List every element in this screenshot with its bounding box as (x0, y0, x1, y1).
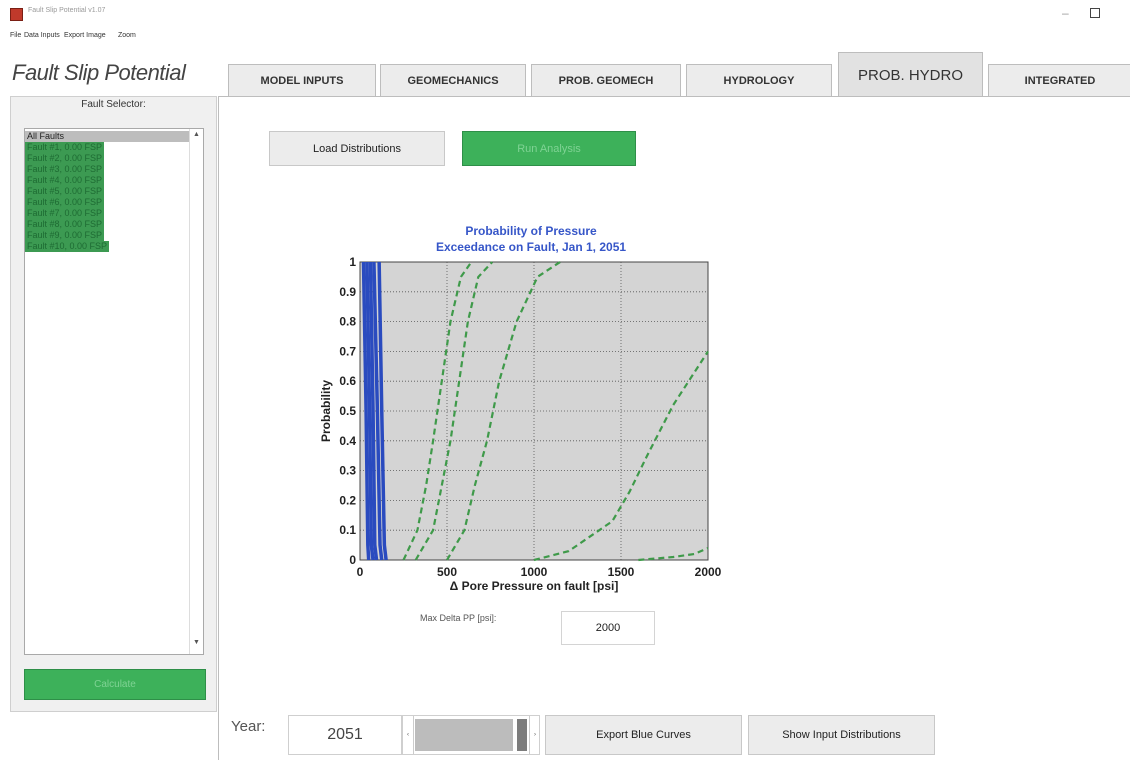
grid-lines (360, 262, 708, 560)
menu-zoom[interactable]: Zoom (118, 32, 136, 39)
blue-curve (365, 261, 375, 561)
y-tick-label: 1 (349, 255, 356, 269)
y-axis-label: Probability (319, 380, 333, 442)
fault-list[interactable]: All Faults Fault #1, 0.00 FSP Fault #2, … (24, 128, 204, 655)
blue-curve (361, 261, 371, 561)
y-tick-label: 0.8 (339, 315, 356, 329)
minimize-icon[interactable]: – (1062, 6, 1069, 20)
calculate-button[interactable]: Calculate (24, 669, 206, 700)
tab-prob-geomech[interactable]: PROB. GEOMECH (531, 64, 681, 98)
tab-geomechanics[interactable]: GEOMECHANICS (380, 64, 526, 98)
max-delta-pp-input[interactable]: 2000 (561, 611, 655, 645)
y-tick-label: 0.9 (339, 285, 356, 299)
fault-list-item[interactable]: Fault #4, 0.00 FSP (25, 175, 105, 186)
year-slider[interactable]: ‹ › (402, 715, 540, 755)
slider-left-arrow-icon[interactable]: ‹ (403, 716, 414, 754)
run-analysis-button[interactable]: Run Analysis (462, 131, 636, 166)
fault-list-item[interactable]: Fault #8, 0.00 FSP (25, 219, 105, 230)
x-tick-label: 1500 (608, 565, 635, 579)
fault-list-item[interactable]: Fault #3, 0.00 FSP (25, 164, 105, 175)
y-tick-label: 0.7 (339, 344, 356, 358)
y-tick-label: 0.2 (339, 493, 356, 507)
chart-title-line-2: Exceedance on Fault, Jan 1, 2051 (436, 240, 626, 254)
x-tick-label: 1000 (521, 565, 548, 579)
blue-curves (361, 261, 388, 561)
tab-integrated[interactable]: INTEGRATED (988, 64, 1130, 98)
y-tick-label: 0.5 (339, 404, 356, 418)
x-tick-label: 500 (437, 565, 457, 579)
chart-title-line-1: Probability of Pressure (465, 224, 597, 238)
fault-list-item[interactable]: All Faults (25, 131, 192, 142)
tab-model-inputs[interactable]: MODEL INPUTS (228, 64, 376, 98)
max-delta-pp-label: Max Delta PP [psi]: (420, 613, 497, 623)
scroll-down-icon[interactable]: ▼ (193, 639, 200, 646)
fault-selector-label: Fault Selector: (81, 99, 146, 110)
slider-right-arrow-icon[interactable]: › (529, 716, 540, 754)
fault-list-item[interactable]: Fault #5, 0.00 FSP (25, 186, 105, 197)
y-tick-label: 0.1 (339, 523, 356, 537)
menu-file[interactable]: File (10, 32, 22, 39)
menu-export-image[interactable]: Export Image (64, 32, 106, 39)
fault-list-item[interactable]: Fault #2, 0.00 FSP (25, 153, 105, 164)
green-curve (402, 261, 473, 561)
blue-curve (368, 261, 379, 561)
y-tick-label: 0 (349, 553, 356, 567)
fault-selector-panel: Fault Selector: All Faults Fault #1, 0.0… (10, 96, 217, 712)
export-blue-curves-button[interactable]: Export Blue Curves (545, 715, 742, 755)
slider-thumb[interactable] (517, 719, 527, 751)
fault-list-item[interactable]: Fault #9, 0.00 FSP (25, 230, 105, 241)
y-tick-label: 0.4 (339, 434, 356, 448)
green-curve (414, 261, 494, 561)
green-curve (638, 547, 709, 562)
menu-bar: File Data Inputs Export Image Zoom (0, 28, 1130, 44)
x-tick-label: 0 (357, 565, 364, 579)
app-icon (10, 8, 23, 21)
x-axis-label: Δ Pore Pressure on fault [psi] (450, 579, 619, 593)
y-tick-labels: 0 0.1 0.2 0.3 0.4 0.5 0.6 0.7 0.8 0.9 1 (339, 255, 356, 567)
y-tick-label: 0.3 (339, 464, 356, 478)
blue-curve (377, 261, 388, 561)
y-tick-label: 0.6 (339, 374, 356, 388)
green-curves (402, 261, 709, 562)
app-title: Fault Slip Potential (12, 60, 186, 85)
window-title: Fault Slip Potential v1.07 (28, 7, 106, 14)
fault-list-item[interactable]: Fault #1, 0.00 FSP (25, 142, 105, 153)
tab-prob-hydro[interactable]: PROB. HYDRO (838, 52, 983, 98)
slider-track[interactable] (415, 719, 513, 751)
fault-list-item[interactable]: Fault #10, 0.00 FSP (25, 241, 110, 252)
fault-list-scrollbar[interactable]: ▲ ▼ (189, 129, 203, 654)
green-curve (446, 261, 561, 561)
blue-curve (372, 261, 384, 561)
maximize-icon[interactable] (1090, 8, 1100, 18)
x-tick-labels: 0 500 1000 1500 2000 (357, 565, 722, 579)
window-titlebar: Fault Slip Potential v1.07 – (0, 0, 1130, 28)
pressure-exceedance-chart: Probability of Pressure Exceedance on Fa… (319, 224, 722, 593)
year-label: Year: (231, 718, 266, 735)
fault-list-item[interactable]: Fault #7, 0.00 FSP (25, 208, 105, 219)
scroll-up-icon[interactable]: ▲ (193, 131, 200, 138)
load-distributions-button[interactable]: Load Distributions (269, 131, 445, 166)
green-curve (533, 350, 709, 562)
fault-list-item[interactable]: Fault #6, 0.00 FSP (25, 197, 105, 208)
tab-hydrology[interactable]: HYDROLOGY (686, 64, 832, 98)
year-input[interactable]: 2051 (288, 715, 402, 755)
show-input-distributions-button[interactable]: Show Input Distributions (748, 715, 935, 755)
menu-data-inputs[interactable]: Data Inputs (24, 32, 60, 39)
x-tick-label: 2000 (695, 565, 722, 579)
